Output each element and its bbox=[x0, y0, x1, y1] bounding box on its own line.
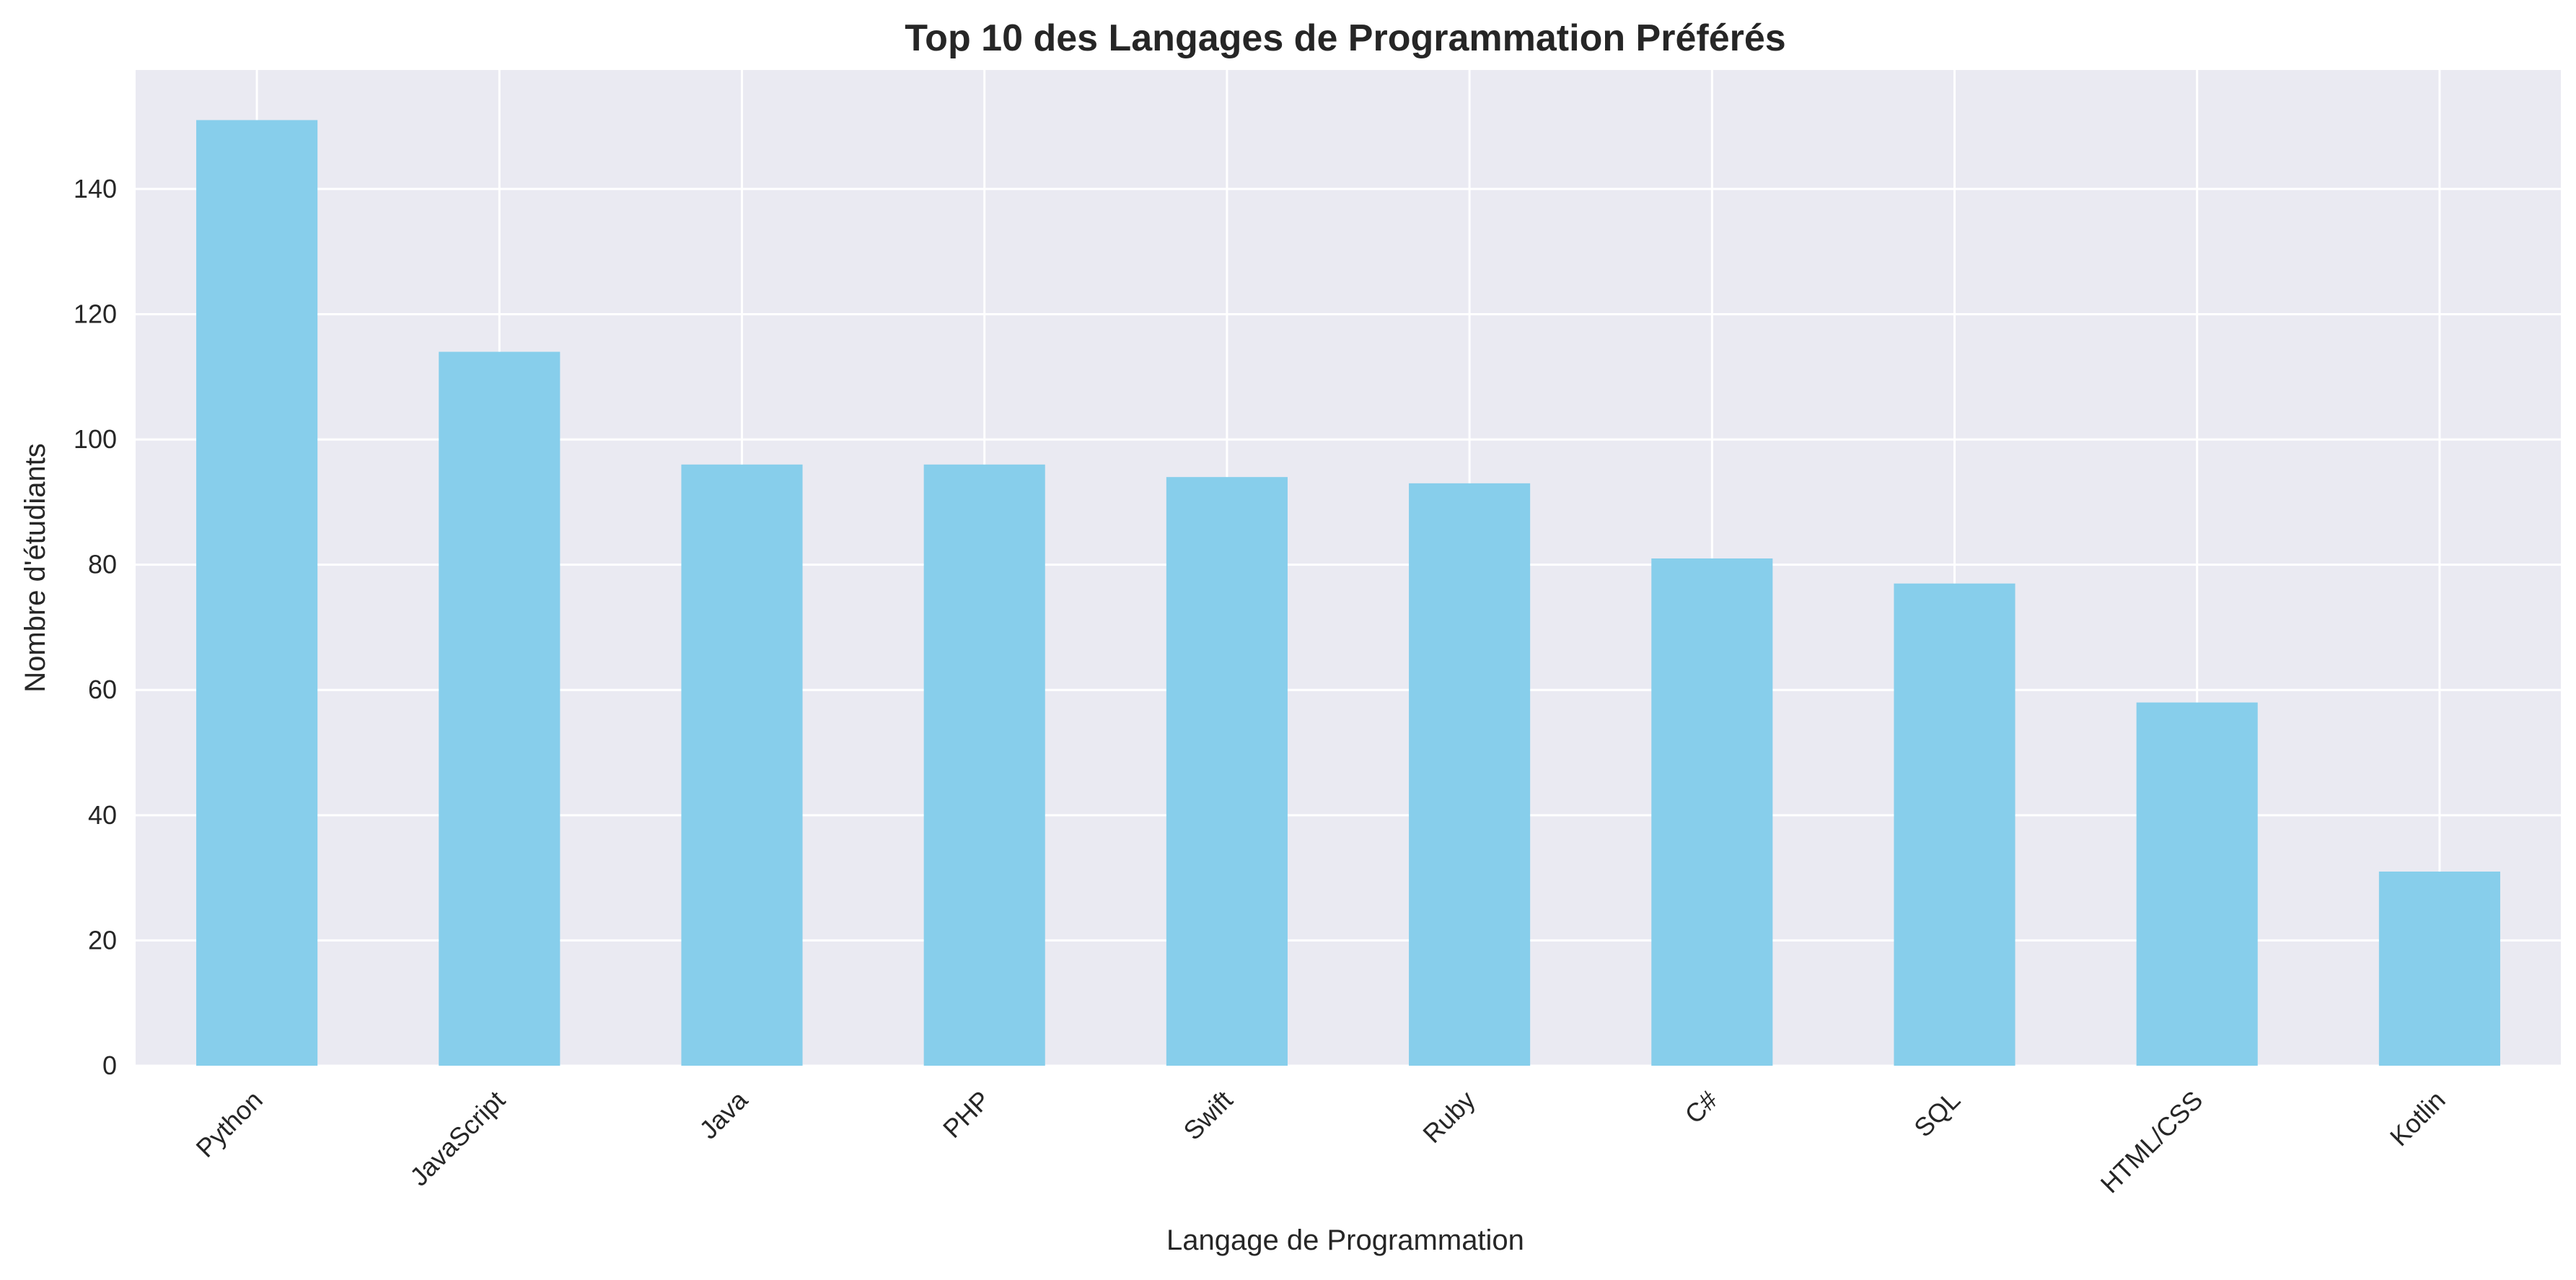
bars bbox=[196, 120, 2500, 1066]
bar-c- bbox=[1651, 558, 1773, 1066]
x-tick-label: Ruby bbox=[1417, 1085, 1480, 1149]
x-tick-label: Swift bbox=[1177, 1085, 1238, 1146]
bar-sql bbox=[1894, 583, 2015, 1066]
bar-ruby bbox=[1409, 483, 1531, 1066]
y-tick-label: 0 bbox=[102, 1051, 117, 1080]
y-tick-label: 60 bbox=[88, 675, 117, 704]
bar-kotlin bbox=[2378, 871, 2500, 1066]
bar-swift bbox=[1166, 477, 1288, 1066]
x-tick-label: JavaScript bbox=[404, 1085, 511, 1192]
x-tick-label: Python bbox=[190, 1085, 268, 1163]
x-tick-label: Java bbox=[693, 1084, 753, 1144]
y-axis-label: Nombre d'étudiants bbox=[19, 443, 51, 693]
x-tick-label: SQL bbox=[1908, 1085, 1966, 1143]
y-tick-label: 80 bbox=[88, 550, 117, 579]
bar-php bbox=[923, 464, 1045, 1066]
x-axis-ticks: Python JavaScript Java PHP Swift Ruby C# SQL HTM… bbox=[190, 1084, 2451, 1198]
x-tick-label: C# bbox=[1679, 1085, 1723, 1130]
bar-html-css bbox=[2136, 702, 2258, 1066]
y-axis-ticks: 0 20 40 60 80 100 120 140 bbox=[74, 174, 117, 1080]
bar-java bbox=[681, 464, 803, 1066]
x-tick-label: Kotlin bbox=[2384, 1085, 2451, 1152]
bar-javascript bbox=[439, 351, 561, 1066]
y-tick-label: 40 bbox=[88, 800, 117, 830]
y-tick-label: 20 bbox=[88, 925, 117, 955]
x-tick-label: PHP bbox=[937, 1085, 995, 1144]
y-tick-label: 120 bbox=[74, 299, 117, 328]
x-tick-label: HTML/CSS bbox=[2095, 1085, 2209, 1199]
y-tick-label: 140 bbox=[74, 174, 117, 203]
y-tick-label: 100 bbox=[74, 424, 117, 454]
bar-python bbox=[196, 120, 318, 1066]
chart-title: Top 10 des Langages de Programmation Pré… bbox=[905, 17, 1785, 59]
x-axis-label: Langage de Programmation bbox=[1166, 1224, 1524, 1256]
